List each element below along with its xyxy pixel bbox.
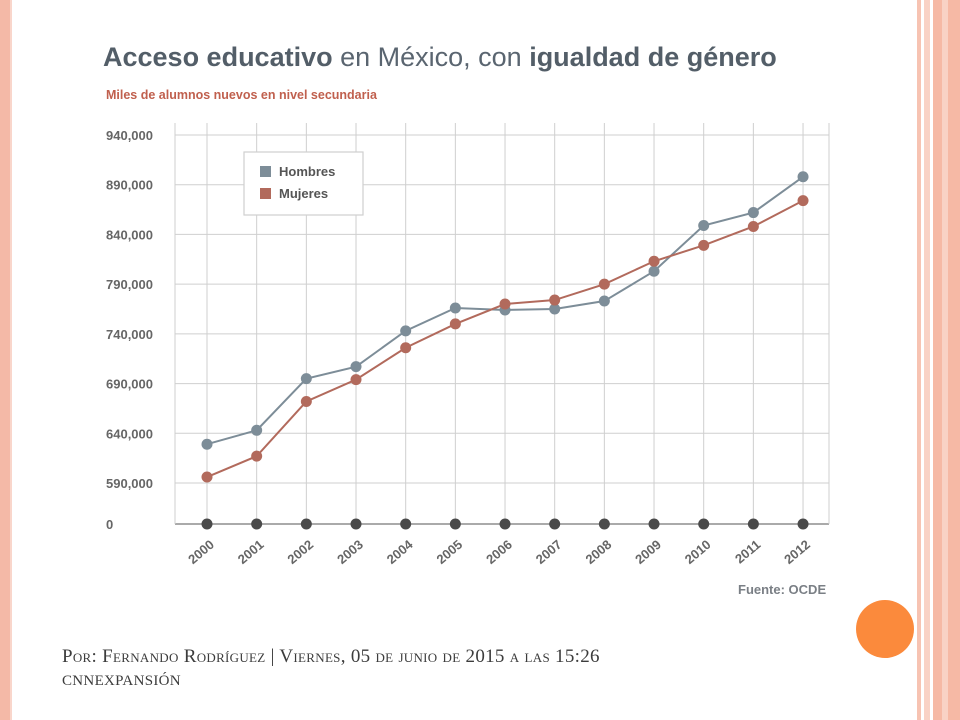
data-point-mujeres	[797, 195, 809, 207]
chart-title-bold-2: igualdad de género	[529, 42, 777, 72]
data-point-hombres	[698, 219, 710, 231]
zero-marker	[201, 518, 213, 530]
y-tick-label: 940,000	[106, 128, 153, 143]
zero-marker	[350, 518, 362, 530]
x-tick-label: 2006	[483, 537, 515, 567]
data-point-hombres	[648, 265, 660, 277]
chart-title-bold-1: Acceso educativo	[103, 42, 333, 72]
data-point-hombres	[350, 361, 362, 373]
orange-circle-decoration	[856, 600, 914, 658]
data-point-hombres	[549, 303, 561, 315]
data-point-mujeres	[300, 395, 312, 407]
data-point-mujeres	[549, 294, 561, 306]
x-tick-label: 2000	[185, 537, 217, 567]
x-tick-label: 2002	[284, 537, 316, 567]
data-point-mujeres	[598, 278, 610, 290]
y-tick-label: 840,000	[106, 227, 153, 242]
slide-frame-right-a	[917, 0, 921, 720]
data-point-hombres	[300, 373, 312, 385]
y-tick-label: 0	[106, 517, 113, 532]
y-tick-label: 890,000	[106, 178, 153, 193]
data-point-hombres	[598, 295, 610, 307]
data-point-mujeres	[747, 220, 759, 232]
zero-marker	[449, 518, 461, 530]
data-point-hombres	[449, 302, 461, 314]
data-point-hombres	[251, 424, 263, 436]
slide-frame-right-d	[942, 0, 948, 720]
data-point-mujeres	[449, 318, 461, 330]
byline: Por: Fernando Rodríguez | Viernes, 05 de…	[62, 645, 862, 693]
y-tick-label: 690,000	[106, 377, 153, 392]
zero-marker	[251, 518, 263, 530]
x-tick-label: 2004	[384, 536, 416, 567]
data-point-mujeres	[400, 342, 412, 354]
x-tick-label: 2011	[732, 537, 763, 567]
data-point-hombres	[400, 325, 412, 337]
x-tick-label: 2010	[682, 537, 714, 567]
legend: Hombres Mujeres	[243, 151, 364, 216]
series-layer	[201, 171, 809, 530]
zero-marker	[300, 518, 312, 530]
data-point-hombres	[201, 438, 213, 450]
slide-frame-left	[0, 0, 10, 720]
y-tick-label: 640,000	[106, 426, 153, 441]
data-point-hombres	[797, 171, 809, 183]
x-tick-label: 2007	[533, 537, 565, 567]
zero-marker	[648, 518, 660, 530]
x-tick-label: 2005	[433, 537, 465, 567]
data-point-hombres	[747, 207, 759, 219]
y-tick-label: 740,000	[106, 327, 153, 342]
chart-title: Acceso educativo en México, con igualdad…	[103, 42, 843, 73]
y-tick-label: 590,000	[106, 476, 153, 491]
source-note: Fuente: OCDE	[738, 582, 827, 597]
zero-marker	[549, 518, 561, 530]
zero-marker	[747, 518, 759, 530]
data-point-mujeres	[499, 298, 511, 310]
legend-box	[243, 151, 364, 216]
legend-swatch-hombres	[260, 166, 271, 177]
byline-author-date: Por: Fernando Rodríguez | Viernes, 05 de…	[62, 646, 600, 667]
data-point-mujeres	[201, 471, 213, 483]
slide-frame-left-inner	[10, 0, 12, 720]
x-tick-label: 2001	[235, 537, 267, 567]
zero-marker	[400, 518, 412, 530]
legend-label-hombres: Hombres	[279, 164, 335, 179]
x-tick-label: 2003	[334, 537, 366, 567]
legend-label-mujeres: Mujeres	[279, 186, 328, 201]
data-point-mujeres	[698, 239, 710, 251]
byline-source: cnnexpansión	[62, 673, 181, 689]
x-tick-label: 2012	[781, 537, 813, 567]
chart-subtitle: Miles de alumnos nuevos en nivel secunda…	[106, 88, 377, 102]
data-point-mujeres	[251, 450, 263, 462]
zero-marker	[598, 518, 610, 530]
x-tick-label: 2008	[582, 537, 614, 567]
x-tick-label: 2009	[632, 537, 664, 567]
data-point-mujeres	[350, 374, 362, 386]
zero-marker	[698, 518, 710, 530]
slide-frame-right-b	[924, 0, 930, 720]
x-tick-labels: 2000 2001 2002 2003 2004 2005 2006 2007 2008 2009…	[185, 536, 813, 567]
chart-title-normal: en México, con	[332, 42, 530, 72]
y-tick-label: 790,000	[106, 277, 153, 292]
zero-marker	[499, 518, 511, 530]
zero-marker	[797, 518, 809, 530]
data-point-mujeres	[648, 255, 660, 267]
y-tick-labels: 940,000 890,000 840,000 790,000 740,000 690,0…	[106, 128, 153, 532]
legend-swatch-mujeres	[260, 188, 271, 199]
